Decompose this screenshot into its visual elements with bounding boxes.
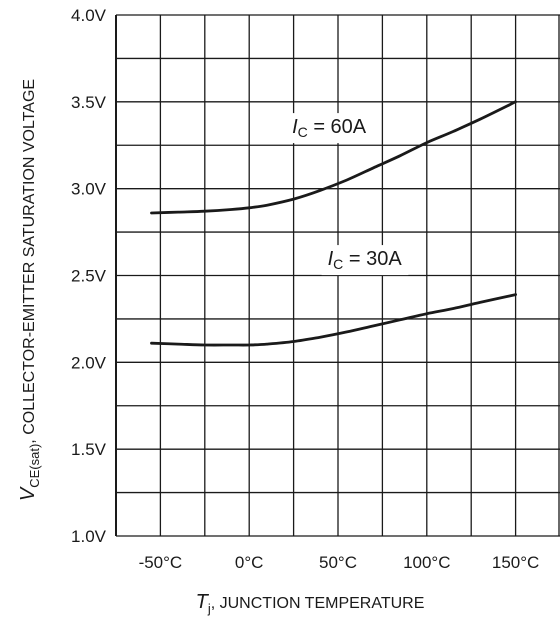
y-tick-label: 4.0V [71, 6, 107, 25]
x-tick-label: -50°C [139, 553, 183, 572]
y-tick-label: 1.5V [71, 440, 107, 459]
series-label-text: IC = 60A [292, 116, 367, 140]
y-tick-label: 3.5V [71, 93, 107, 112]
y-tick-label: 3.0V [71, 180, 107, 199]
series-label-rest: = 60A [308, 116, 367, 138]
y-tick-label: 2.5V [71, 267, 107, 286]
series-label: IC = 30A [321, 245, 409, 276]
tick-labels: 1.0V 1.5V 2.0V 2.5V 3.0V 3.5V 4.0V -50°C 0°C 50°C… [71, 6, 539, 572]
series-label: IC = 60A [286, 113, 373, 144]
y-tick-label: 2.0V [71, 353, 107, 372]
x-tick-label: 100°C [403, 553, 450, 572]
series-line-ic-30a [150, 293, 517, 347]
series-label-symbol: I [292, 116, 298, 138]
series-label-background [286, 113, 373, 144]
series-layer [150, 100, 517, 347]
series-label-subscript: C [298, 124, 308, 140]
x-tick-label: 150°C [492, 553, 539, 572]
series-label-text: IC = 30A [328, 248, 403, 272]
series-label-subscript: C [333, 256, 343, 272]
x-axis-title: Tj, JUNCTION TEMPERATURE [196, 591, 425, 616]
series-label-rest: = 30A [343, 248, 402, 270]
series-label-symbol: I [328, 248, 334, 270]
grid [115, 14, 560, 537]
series-label-background [321, 245, 409, 276]
y-tick-label: 1.0V [71, 527, 107, 546]
x-tick-label: 50°C [319, 553, 357, 572]
y-axis-title: VCE(sat), COLLECTOR-EMITTER SATURATION V… [17, 79, 42, 501]
series-line-ic-60a [150, 100, 517, 215]
x-tick-label: 0°C [235, 553, 264, 572]
